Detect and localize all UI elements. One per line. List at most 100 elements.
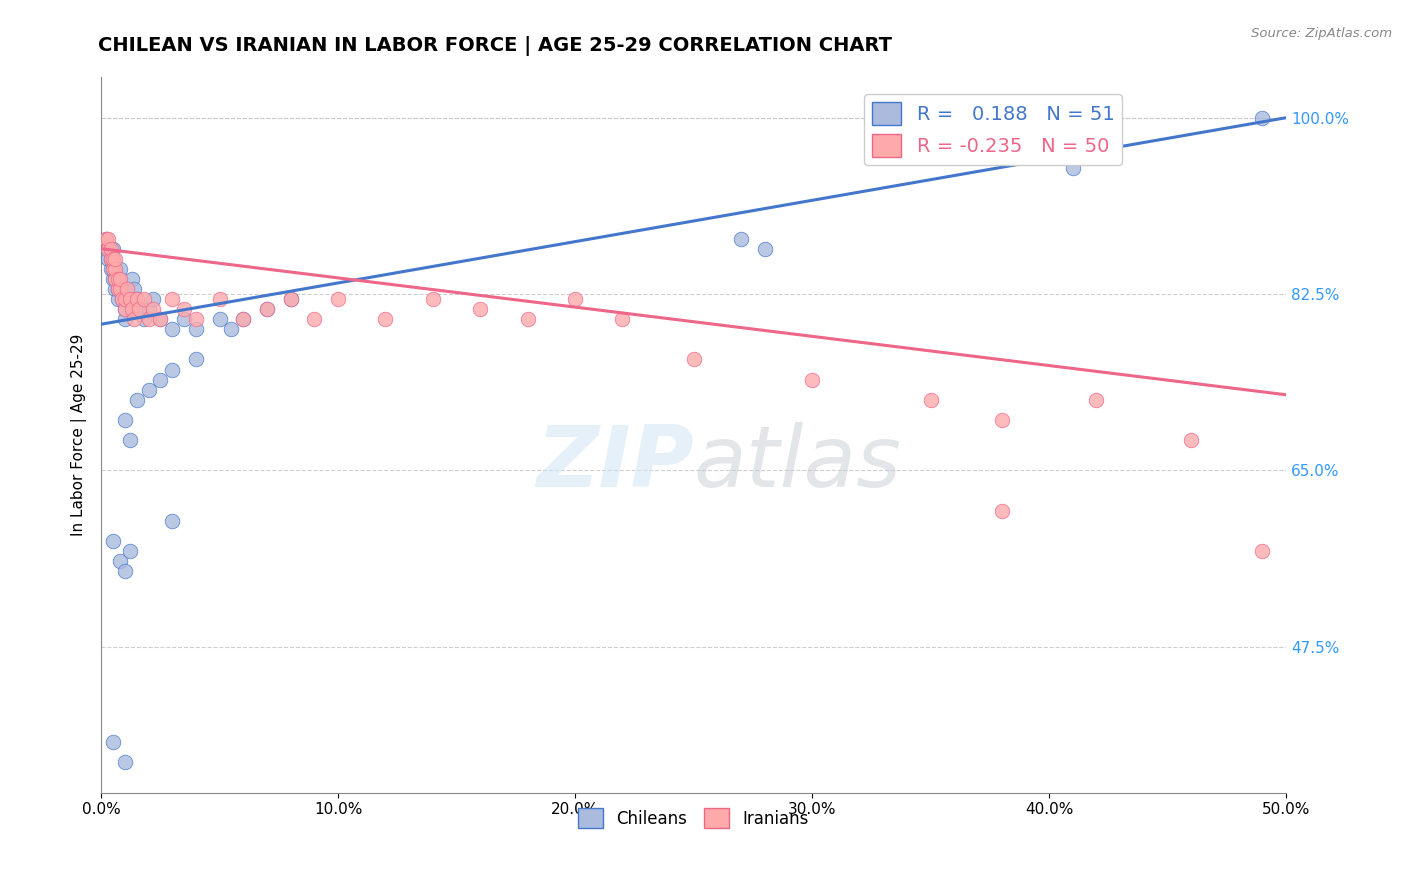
Point — [1062, 161, 1084, 175]
Point — [801, 373, 824, 387]
Point — [184, 352, 207, 367]
Point — [94, 232, 117, 246]
Point — [943, 141, 966, 155]
Point — [326, 292, 349, 306]
Point — [304, 312, 326, 326]
Point — [564, 292, 586, 306]
Point — [111, 282, 134, 296]
Point — [612, 312, 634, 326]
Point — [142, 302, 165, 317]
Point — [730, 232, 752, 246]
Point — [94, 232, 117, 246]
Point — [111, 292, 134, 306]
Point — [107, 292, 129, 306]
Point — [124, 282, 146, 296]
Point — [97, 242, 120, 256]
Text: CHILEAN VS IRANIAN IN LABOR FORCE | AGE 25-29 CORRELATION CHART: CHILEAN VS IRANIAN IN LABOR FORCE | AGE … — [98, 36, 893, 55]
Point — [101, 261, 124, 276]
Point — [125, 292, 148, 306]
Text: ZIP: ZIP — [536, 422, 693, 505]
Point — [221, 322, 243, 336]
Point — [118, 544, 141, 558]
Point — [100, 242, 122, 256]
Point — [115, 282, 138, 296]
Point — [101, 735, 124, 749]
Point — [100, 242, 122, 256]
Point — [101, 272, 124, 286]
Point — [114, 292, 136, 306]
Point — [104, 282, 127, 296]
Point — [470, 302, 492, 317]
Point — [107, 282, 129, 296]
Point — [114, 302, 136, 317]
Point — [107, 282, 129, 296]
Point — [920, 392, 942, 407]
Point — [100, 252, 122, 266]
Point — [97, 252, 120, 266]
Point — [100, 252, 122, 266]
Point — [149, 312, 172, 326]
Point — [374, 312, 396, 326]
Point — [138, 383, 160, 397]
Point — [280, 292, 302, 306]
Point — [128, 302, 150, 317]
Point — [125, 292, 148, 306]
Point — [516, 312, 538, 326]
Point — [104, 261, 127, 276]
Point — [108, 554, 131, 568]
Y-axis label: In Labor Force | Age 25-29: In Labor Force | Age 25-29 — [72, 334, 87, 536]
Point — [108, 272, 131, 286]
Point — [173, 302, 195, 317]
Point — [754, 242, 776, 256]
Point — [208, 312, 231, 326]
Point — [232, 312, 254, 326]
Point — [118, 433, 141, 447]
Point — [111, 292, 134, 306]
Point — [280, 292, 302, 306]
Point — [104, 261, 127, 276]
Point — [208, 292, 231, 306]
Point — [108, 282, 131, 296]
Point — [101, 242, 124, 256]
Point — [232, 312, 254, 326]
Point — [104, 272, 127, 286]
Point — [256, 302, 278, 317]
Point — [1085, 392, 1108, 407]
Point — [132, 292, 155, 306]
Text: atlas: atlas — [693, 422, 901, 505]
Point — [149, 373, 172, 387]
Point — [108, 272, 131, 286]
Point — [124, 312, 146, 326]
Point — [100, 261, 122, 276]
Point — [101, 533, 124, 548]
Point — [114, 756, 136, 770]
Point — [149, 312, 172, 326]
Point — [160, 514, 183, 528]
Point — [121, 272, 143, 286]
Point — [118, 292, 141, 306]
Point — [114, 564, 136, 578]
Point — [121, 302, 143, 317]
Point — [160, 292, 183, 306]
Point — [104, 272, 127, 286]
Point — [160, 362, 183, 376]
Point — [118, 292, 141, 306]
Point — [128, 302, 150, 317]
Point — [142, 292, 165, 306]
Point — [107, 272, 129, 286]
Point — [101, 252, 124, 266]
Point — [990, 503, 1012, 517]
Point — [138, 312, 160, 326]
Point — [1251, 544, 1274, 558]
Point — [114, 302, 136, 317]
Point — [125, 392, 148, 407]
Point — [184, 312, 207, 326]
Point — [97, 242, 120, 256]
Point — [115, 282, 138, 296]
Point — [682, 352, 704, 367]
Point — [138, 302, 160, 317]
Point — [97, 232, 120, 246]
Point — [104, 252, 127, 266]
Point — [1251, 111, 1274, 125]
Point — [422, 292, 444, 306]
